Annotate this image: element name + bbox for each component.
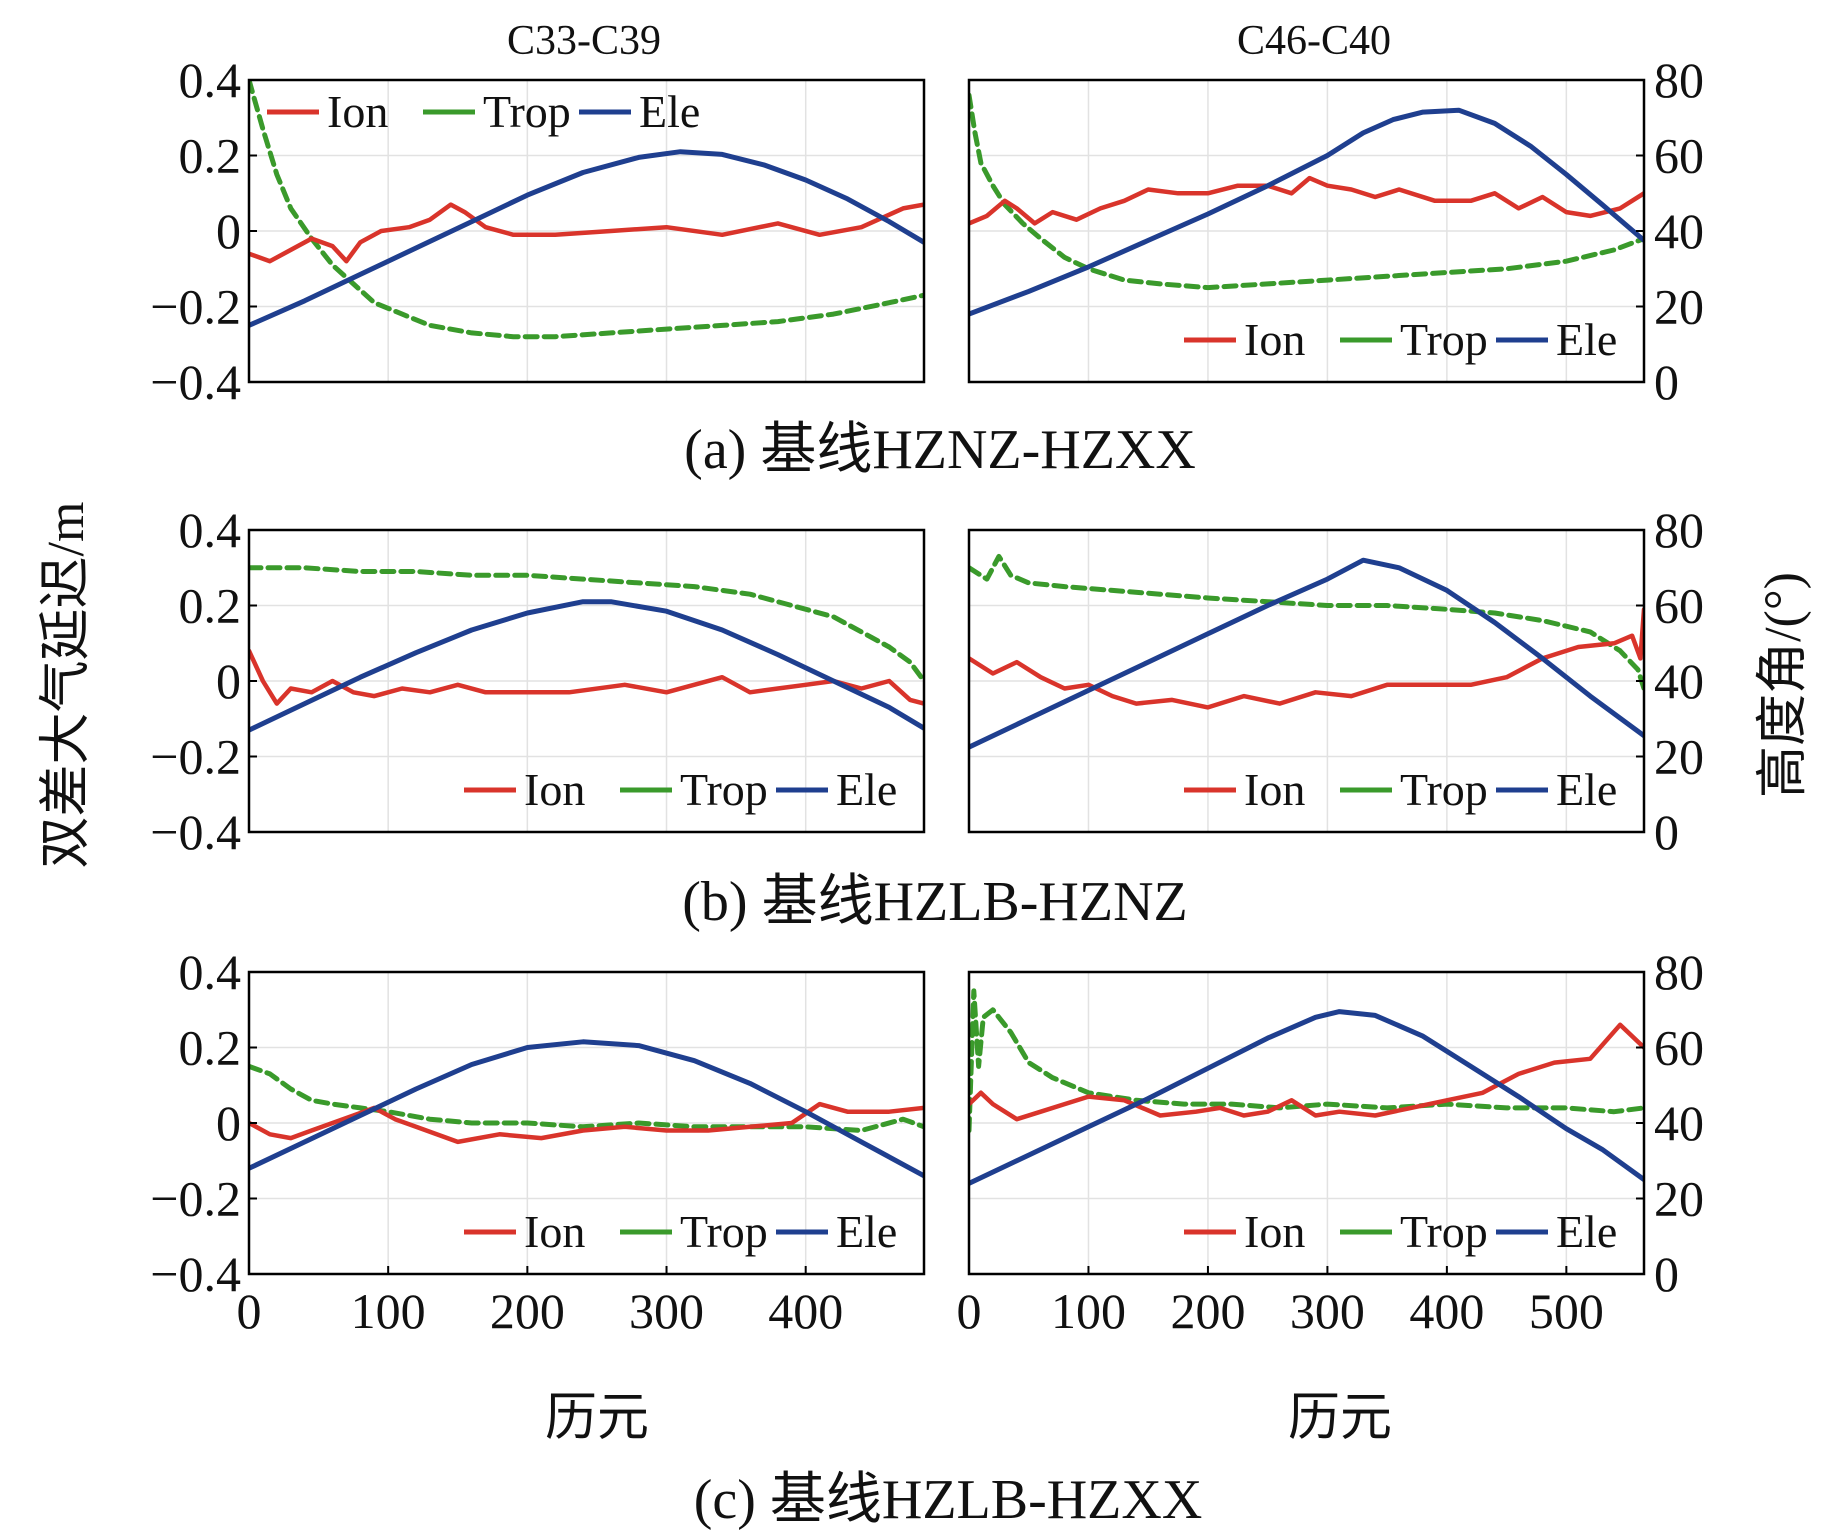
ytick-label-a-left-2: 0 [216, 203, 241, 259]
y2tick-label-a-right-4: 0 [1654, 354, 1679, 410]
left-axis-label: 双差大气延迟/m [38, 502, 95, 869]
series-trop-c-left [249, 1063, 924, 1133]
legend-b-left: Ion Trop Ele [464, 764, 897, 815]
ytick-label-a-left-0: 0.4 [179, 52, 242, 108]
xtick-label-c-left-0: 0 [237, 1283, 262, 1339]
xtick-label-c-right-0: 0 [957, 1283, 982, 1339]
caption-b: (b) 基线HZLB-HZNZ [682, 871, 1187, 933]
xtick-label-c-left-3: 300 [629, 1283, 704, 1339]
y2tick-label-a-right-1: 60 [1654, 128, 1704, 184]
ytick-label-b-left-3: −0.2 [150, 729, 241, 785]
legend-label-trop-a-right: Trop [1400, 314, 1488, 365]
legend-label-ion-b-left: Ion [524, 764, 585, 815]
column-title-left: C33-C39 [507, 18, 661, 64]
legend-label-ion-c-right: Ion [1244, 1206, 1305, 1257]
series-trop-b-left [249, 565, 924, 684]
series-ion-a-left [249, 202, 924, 264]
legend-label-trop-b-left: Trop [680, 764, 768, 815]
y2tick-label-b-right-0: 80 [1654, 502, 1704, 558]
ytick-label-b-left-4: −0.4 [150, 804, 241, 860]
xtick-label-c-left-2: 200 [490, 1283, 565, 1339]
legend-label-ion-a-left: Ion [327, 86, 388, 137]
xtick-label-c-right-1: 100 [1051, 1283, 1126, 1339]
y2tick-label-c-right-2: 40 [1654, 1095, 1704, 1151]
legend-label-ele-a-right: Ele [1556, 314, 1617, 365]
y2tick-label-b-right-2: 40 [1654, 653, 1704, 709]
legend-label-ele-c-left: Ele [836, 1206, 897, 1257]
legend-label-trop-b-right: Trop [1400, 764, 1488, 815]
ytick-label-c-left-0: 0.4 [179, 944, 242, 1000]
x-axis-label-right: 历元 [1288, 1390, 1392, 1447]
legend-a-left: Ion Trop Ele [267, 86, 700, 137]
legend-label-ele-a-left: Ele [639, 86, 700, 137]
legend-label-trop-c-right: Trop [1400, 1206, 1488, 1257]
ytick-label-b-left-0: 0.4 [179, 502, 242, 558]
series-trop-b-right [969, 553, 1644, 691]
y2tick-label-b-right-4: 0 [1654, 804, 1679, 860]
ytick-label-c-left-1: 0.2 [179, 1020, 242, 1076]
legend-b-right: Ion Trop Ele [1184, 764, 1617, 815]
y2tick-label-c-right-1: 60 [1654, 1020, 1704, 1076]
series-ion-a-right [969, 175, 1644, 226]
legend-c-left: Ion Trop Ele [464, 1206, 897, 1257]
series-ele-c-left [249, 1039, 924, 1179]
y2tick-label-a-right-3: 20 [1654, 279, 1704, 335]
y2tick-label-b-right-1: 60 [1654, 578, 1704, 634]
legend-label-ion-c-left: Ion [524, 1206, 585, 1257]
series-ion-c-right [969, 1022, 1644, 1122]
ytick-label-c-left-4: −0.4 [150, 1246, 241, 1302]
legend-c-right: Ion Trop Ele [1184, 1206, 1617, 1257]
y2tick-label-c-right-3: 20 [1654, 1171, 1704, 1227]
y2tick-label-b-right-3: 20 [1654, 729, 1704, 785]
caption-c: (c) 基线HZLB-HZXX [694, 1469, 1203, 1531]
series-ele-b-right [969, 557, 1644, 750]
legend-label-trop-a-left: Trop [483, 86, 571, 137]
legend-label-ion-a-right: Ion [1244, 314, 1305, 365]
series-ele-b-left [249, 599, 924, 733]
series-trop-a-right [969, 92, 1644, 291]
ytick-label-a-left-3: −0.2 [150, 279, 241, 335]
xtick-label-c-left-1: 100 [351, 1283, 426, 1339]
y2tick-label-a-right-2: 40 [1654, 203, 1704, 259]
legend-label-ele-b-left: Ele [836, 764, 897, 815]
series-trop-a-left [249, 80, 924, 340]
panel-b-left: 0.4 0.2 0 −0.2 −0.4 Ion Trop Ele [150, 502, 926, 860]
y2tick-label-a-right-0: 80 [1654, 52, 1704, 108]
y2tick-label-c-right-4: 0 [1654, 1246, 1679, 1302]
panel-b-right: 80 60 40 20 0 Ion Trop Ele [967, 502, 1704, 860]
xtick-label-c-right-4: 400 [1409, 1283, 1484, 1339]
caption-a: (a) 基线HZNZ-HZXX [684, 419, 1196, 481]
ytick-label-c-left-3: −0.2 [150, 1171, 241, 1227]
column-title-right: C46-C40 [1237, 18, 1391, 64]
series-ele-c-right [969, 1009, 1644, 1186]
series-ion-b-right [969, 607, 1644, 710]
y2tick-label-c-right-0: 80 [1654, 944, 1704, 1000]
ytick-label-a-left-1: 0.2 [179, 128, 242, 184]
legend-a-right: Ion Trop Ele [1184, 314, 1617, 365]
ytick-label-a-left-4: −0.4 [150, 354, 241, 410]
series-ele-a-right [969, 107, 1644, 317]
panel-a-right: 80 60 40 20 0 Ion Trop Ele [967, 52, 1704, 410]
xtick-label-c-left-4: 400 [768, 1283, 843, 1339]
series-ele-a-left [249, 149, 924, 328]
legend-label-ele-b-right: Ele [1556, 764, 1617, 815]
legend-label-trop-c-left: Trop [680, 1206, 768, 1257]
xtick-label-c-right-3: 300 [1290, 1283, 1365, 1339]
ytick-label-b-left-2: 0 [216, 653, 241, 709]
xtick-label-c-right-5: 500 [1529, 1283, 1604, 1339]
ytick-label-c-left-2: 0 [216, 1095, 241, 1151]
legend-label-ion-b-right: Ion [1244, 764, 1305, 815]
ytick-label-b-left-1: 0.2 [179, 578, 242, 634]
panel-a-left: 0.4 0.2 0 −0.2 −0.4 Ion Trop Ele [150, 52, 926, 410]
legend-label-ele-c-right: Ele [1556, 1206, 1617, 1257]
right-axis-label: 高度角/(°) [1755, 572, 1812, 798]
xtick-label-c-right-2: 200 [1170, 1283, 1245, 1339]
series-trop-c-right [969, 988, 1644, 1133]
x-axis-label-left: 历元 [545, 1390, 649, 1447]
